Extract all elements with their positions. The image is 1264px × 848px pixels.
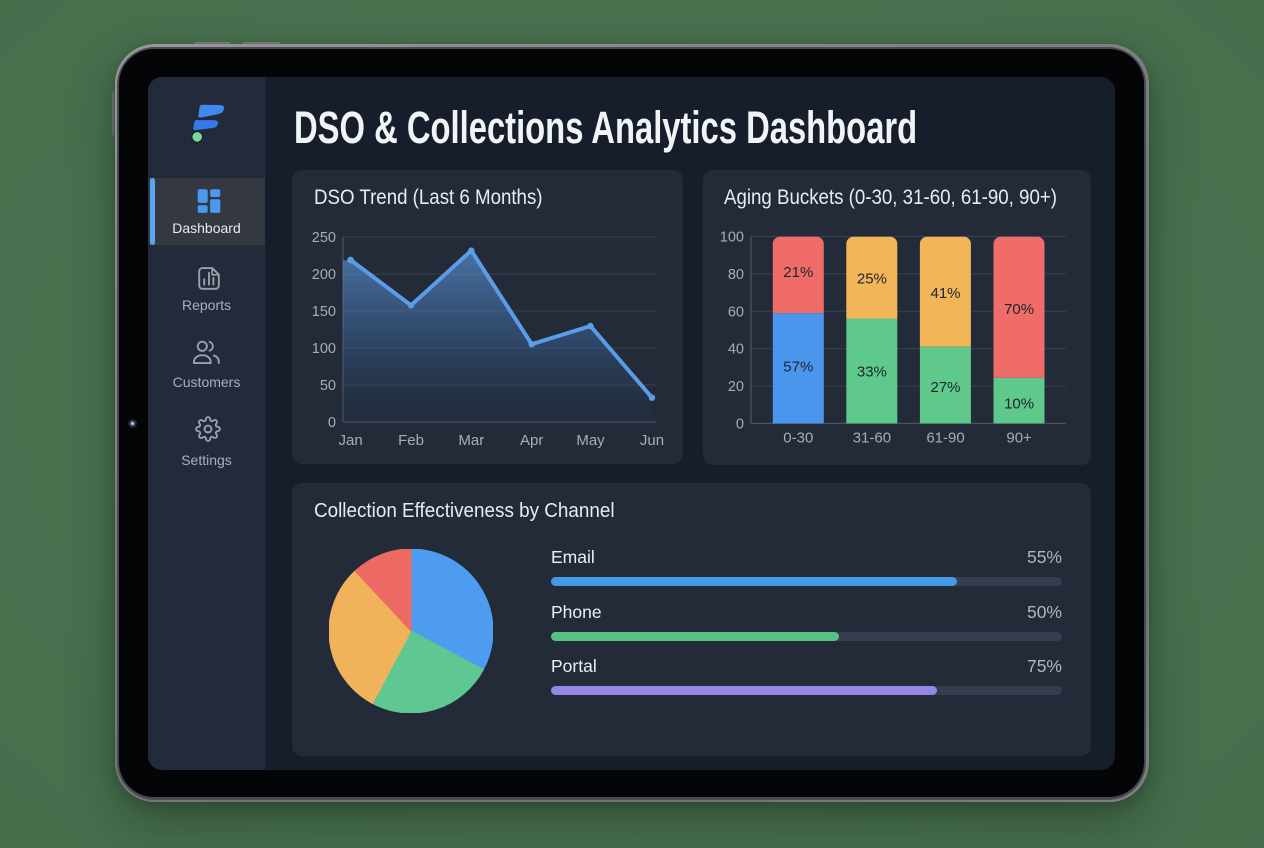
svg-text:Mar: Mar bbox=[458, 432, 484, 449]
svg-text:Jan: Jan bbox=[339, 432, 363, 449]
svg-text:100: 100 bbox=[312, 341, 336, 357]
svg-text:200: 200 bbox=[312, 267, 336, 283]
svg-text:21%: 21% bbox=[783, 264, 813, 281]
svg-text:25%: 25% bbox=[856, 270, 886, 287]
svg-text:57%: 57% bbox=[783, 358, 813, 375]
svg-text:100: 100 bbox=[719, 230, 743, 246]
svg-text:61-90: 61-90 bbox=[926, 430, 964, 447]
svg-text:70%: 70% bbox=[1004, 301, 1034, 318]
svg-text:250: 250 bbox=[312, 230, 336, 246]
svg-text:10%: 10% bbox=[1004, 396, 1034, 413]
svg-text:0-30: 0-30 bbox=[783, 430, 813, 447]
svg-text:41%: 41% bbox=[930, 285, 960, 302]
svg-text:May: May bbox=[576, 432, 605, 449]
svg-text:60: 60 bbox=[727, 304, 743, 320]
svg-text:50: 50 bbox=[320, 378, 336, 394]
svg-text:150: 150 bbox=[312, 304, 336, 320]
svg-text:31-60: 31-60 bbox=[852, 430, 890, 447]
svg-text:0: 0 bbox=[735, 416, 743, 432]
svg-text:90+: 90+ bbox=[1006, 430, 1032, 447]
svg-text:0: 0 bbox=[328, 415, 336, 431]
svg-text:33%: 33% bbox=[856, 364, 886, 381]
svg-text:Jun: Jun bbox=[640, 432, 664, 449]
svg-text:Feb: Feb bbox=[398, 432, 424, 449]
svg-text:80: 80 bbox=[727, 267, 743, 283]
svg-text:20: 20 bbox=[727, 379, 743, 395]
svg-text:27%: 27% bbox=[930, 379, 960, 396]
svg-text:Apr: Apr bbox=[520, 432, 543, 449]
svg-text:40: 40 bbox=[727, 342, 743, 358]
